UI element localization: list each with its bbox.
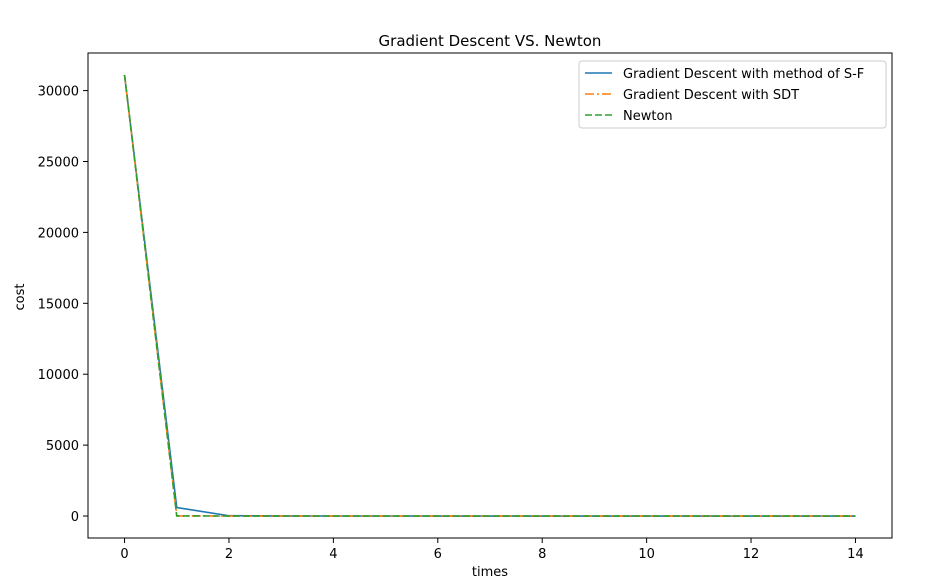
- legend-label-2: Newton: [623, 109, 673, 124]
- legend: Gradient Descent with method of S-F Gradi…: [578, 60, 887, 129]
- x-tick-label: 12: [743, 547, 760, 562]
- legend-label-1: Gradient Descent with SDT: [623, 88, 799, 103]
- x-tick-label: 2: [225, 547, 233, 562]
- x-tick-label: 10: [638, 547, 655, 562]
- y-axis: 0 5000 10000 15000 20000 25000 30000: [38, 85, 88, 525]
- y-tick-label: 30000: [38, 85, 79, 100]
- chart-title: Gradient Descent VS. Newton: [379, 32, 602, 50]
- series-line-0: [123, 74, 856, 517]
- y-axis-label: cost: [13, 284, 28, 311]
- y-tick-label: 5000: [46, 439, 79, 454]
- series-line-2: [123, 74, 856, 517]
- y-tick-label: 25000: [38, 155, 79, 170]
- y-tick-label: 20000: [38, 226, 79, 241]
- series-layer: [123, 74, 856, 517]
- y-tick-label: 0: [71, 510, 79, 525]
- x-tick-label: 6: [434, 547, 442, 562]
- x-axis: 0 2 4 6 8 10 12 14: [120, 538, 864, 562]
- axes-frame: [87, 52, 893, 539]
- series-line-1: [123, 74, 856, 517]
- x-axis-label: times: [472, 565, 508, 579]
- x-tick-label: 4: [329, 547, 337, 562]
- y-tick-label: 15000: [38, 297, 79, 312]
- x-tick-label: 0: [120, 547, 128, 562]
- x-tick-label: 14: [847, 547, 864, 562]
- legend-box: [578, 60, 887, 129]
- x-tick-label: 8: [538, 547, 546, 562]
- y-tick-label: 10000: [38, 368, 79, 383]
- legend-label-0: Gradient Descent with method of S-F: [623, 67, 864, 82]
